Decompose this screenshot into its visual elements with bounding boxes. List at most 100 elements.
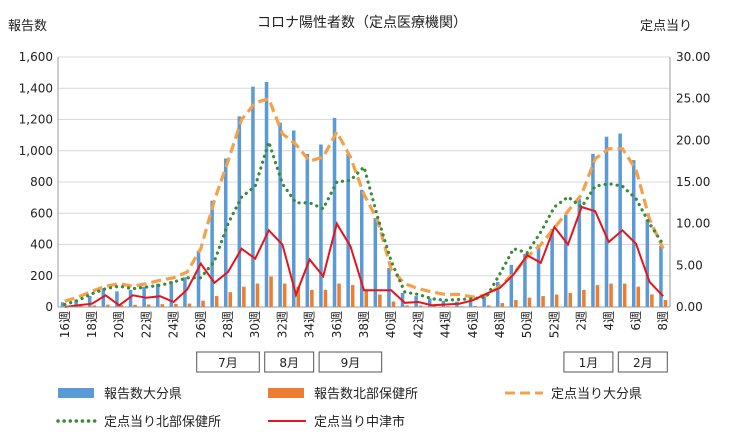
- x-tick-label: 20週: [112, 311, 126, 338]
- bar-oita-report: [291, 130, 296, 307]
- bar-oita-report: [115, 291, 119, 307]
- bar-north-report: [296, 286, 301, 307]
- bar-north-report: [650, 294, 654, 307]
- bar-oita-report: [631, 160, 636, 307]
- bar-oita-report: [604, 136, 609, 307]
- month-box: [318, 351, 383, 373]
- right-tick-label: 30.00: [676, 50, 710, 64]
- bar-oita-report: [550, 228, 554, 307]
- x-tick-label: 16週: [58, 311, 72, 338]
- bar-oita-report: [332, 117, 337, 307]
- legend-label: 定点当り大分県: [551, 387, 642, 402]
- right-tick-label: 20.00: [676, 133, 710, 147]
- bar-oita-report: [278, 122, 282, 307]
- right-axis-title: 定点当り: [640, 19, 692, 34]
- legend-item: 報告数北部保健所: [268, 387, 418, 402]
- line-oita-per-site: [64, 96, 665, 303]
- legend-item: 報告数大分県: [58, 387, 182, 402]
- bar-oita-report: [591, 153, 595, 307]
- bar-series: [60, 82, 668, 307]
- bar-oita-report: [509, 264, 514, 307]
- bar-north-report: [337, 283, 341, 307]
- bar-north-report: [119, 305, 124, 307]
- x-tick-label: 28週: [221, 311, 235, 338]
- bar-oita-report: [251, 86, 255, 307]
- x-tick-label: 38週: [357, 311, 371, 338]
- bar-north-report: [323, 289, 328, 307]
- bar-north-report: [473, 305, 477, 307]
- bar-north-report: [582, 289, 586, 307]
- right-tick-label: 15.00: [676, 175, 710, 189]
- x-tick-label: 26週: [194, 311, 208, 338]
- bar-oita-report: [373, 217, 378, 307]
- x-tick-label: 6週: [629, 311, 643, 331]
- bar-north-report: [160, 304, 165, 307]
- bar-north-report: [405, 305, 409, 307]
- bar-north-report: [310, 289, 314, 307]
- bar-oita-report: [536, 244, 541, 307]
- bar-north-report: [514, 299, 518, 307]
- x-tick-label: 52週: [547, 311, 561, 338]
- x-tick-label: 48週: [493, 311, 507, 338]
- month-label: 8月: [279, 356, 299, 370]
- bar-oita-report: [223, 158, 228, 307]
- right-tick-label: 5.00: [676, 258, 703, 272]
- bar-oita-report: [659, 246, 663, 307]
- bar-north-report: [663, 299, 668, 307]
- x-tick-label: 2週: [575, 311, 589, 331]
- month-label: 7月: [218, 356, 238, 370]
- legend-label: 報告数大分県: [104, 387, 182, 402]
- x-tick-label: 42週: [411, 311, 425, 338]
- x-tick-label: 24週: [167, 311, 181, 338]
- line-nakatsu-per-site: [64, 205, 664, 308]
- line-series: [63, 96, 665, 308]
- x-tick-label: 18週: [85, 311, 99, 338]
- left-tick-label: 800: [30, 175, 53, 189]
- bar-north-report: [242, 286, 246, 307]
- bar-oita-report: [155, 283, 160, 307]
- bar-oita-report: [319, 144, 323, 307]
- x-tick-label: 36週: [330, 311, 344, 338]
- left-tick-label: 0: [45, 300, 53, 314]
- x-tick-label: 50週: [520, 311, 534, 338]
- x-tick-label: 32週: [275, 311, 289, 338]
- bar-oita-report: [87, 296, 92, 307]
- bar-north-report: [228, 292, 233, 307]
- bar-north-report: [255, 283, 260, 307]
- left-tick-label: 200: [30, 269, 53, 283]
- legend-label: 定点当り中津市: [314, 414, 405, 430]
- bar-oita-report: [563, 214, 568, 307]
- bar-oita-report: [305, 153, 310, 307]
- chart-title: コロナ陽性者数（定点医療機関）: [257, 14, 467, 31]
- month-labels: 7月 8月 9月 1月 2月: [196, 351, 668, 373]
- grid-lines: [58, 56, 670, 277]
- legend-item: 定点当り中津市: [268, 414, 405, 430]
- bar-north-report: [391, 301, 396, 307]
- bar-north-report: [174, 303, 178, 307]
- legend-item: 定点当り北部保健所: [56, 415, 221, 430]
- bar-north-report: [350, 285, 355, 307]
- bar-north-report: [269, 276, 273, 307]
- bar-oita-report: [237, 116, 242, 307]
- bar-north-report: [92, 305, 97, 307]
- x-tick-label: 4週: [602, 311, 616, 331]
- x-tick-label: 40週: [384, 311, 398, 338]
- bar-north-report: [486, 305, 491, 307]
- bar-north-report: [541, 296, 545, 307]
- month-box: [617, 351, 668, 373]
- left-axis-title: 報告数: [8, 19, 47, 34]
- bar-oita-report: [60, 302, 65, 307]
- bar-oita-report: [128, 289, 133, 307]
- bar-north-report: [378, 294, 382, 307]
- bar-north-report: [364, 289, 369, 307]
- month-box: [563, 351, 614, 373]
- line-north-per-site: [63, 136, 665, 307]
- left-tick-label: 600: [30, 206, 53, 220]
- bar-north-report: [133, 304, 137, 307]
- legend-label: 報告数北部保健所: [314, 387, 418, 402]
- bar-north-report: [500, 303, 505, 307]
- x-tick-label: 30週: [248, 311, 262, 338]
- bar-oita-report: [482, 296, 486, 307]
